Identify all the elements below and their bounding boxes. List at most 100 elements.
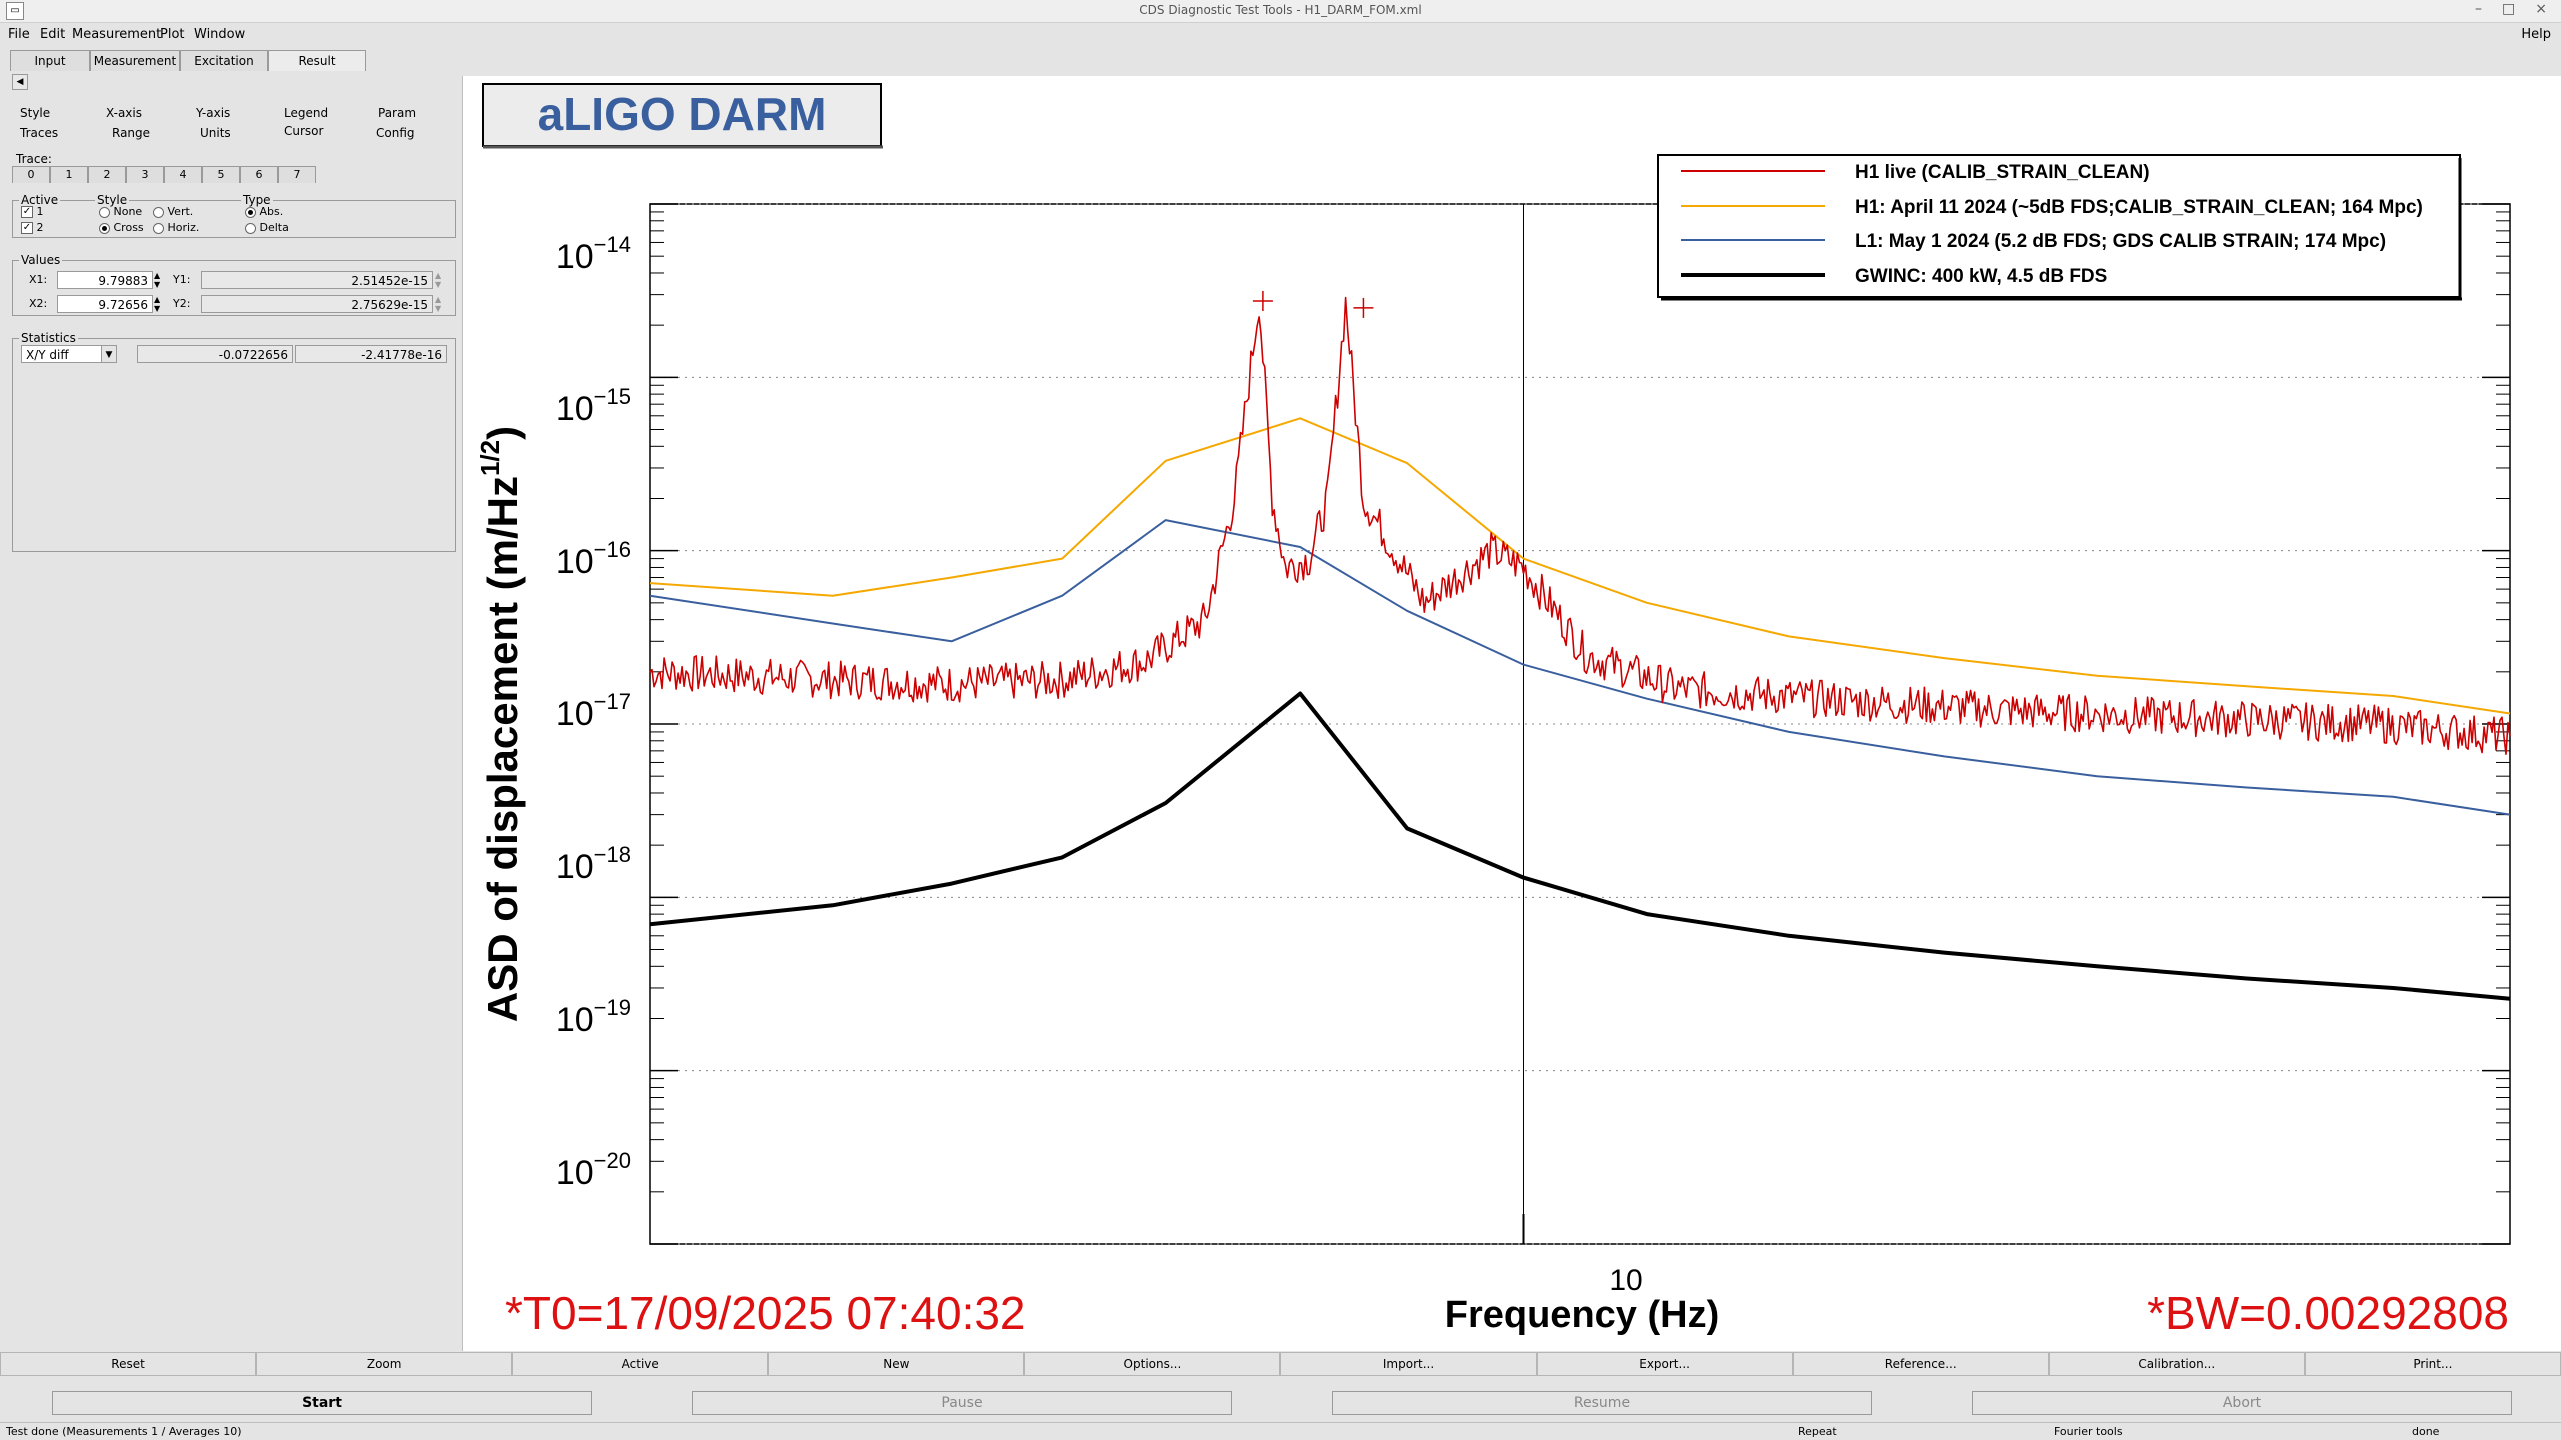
reset-button[interactable]: Reset (0, 1352, 257, 1376)
print-button[interactable]: Print... (2304, 1352, 2561, 1376)
subtab-x-axis[interactable]: X-axis (106, 106, 142, 120)
series-h1-april (649, 417, 2511, 715)
trace-tab-6[interactable]: 6 (240, 166, 278, 183)
x-tick-label-10: 10 (1609, 1264, 1642, 1297)
app-icon: ▭ (6, 2, 24, 20)
tab-input[interactable]: Input (10, 50, 90, 71)
subtab-traces[interactable]: Traces (20, 126, 59, 140)
style-none-radio[interactable]: None (99, 205, 142, 218)
y1-value: 2.51452e-15 (201, 271, 433, 289)
trace-tabs: 0 1 2 3 4 5 6 7 (12, 166, 316, 183)
series-gwinc (649, 691, 2511, 1001)
trace-tab-1[interactable]: 1 (50, 166, 88, 183)
menu-bar: File Edit Measurement Plot Window Help (0, 23, 2561, 45)
y-tick-label-1e-17: 10−17 (556, 689, 631, 733)
menu-window[interactable]: Window (194, 27, 246, 42)
statistics-dx-value: -0.0722656 (137, 345, 293, 363)
run-control-bar: Start Pause Resume Abort (0, 1380, 2561, 1420)
y-tick-label-1e-14: 10−14 (556, 232, 631, 276)
style-none-label: None (113, 205, 143, 218)
trace-label: Trace: (16, 152, 52, 166)
y-tick-label-1e-16: 10−16 (556, 537, 631, 581)
start-button[interactable]: Start (52, 1391, 592, 1415)
tab-result[interactable]: Result (268, 50, 366, 71)
banner-title: aLIGO DARM (538, 88, 827, 140)
active-2-checkbox[interactable]: ✓ 2 (21, 221, 44, 234)
y-axis-title: ASD of displacement (m/Hz1/2) (475, 426, 526, 1022)
trace-tab-5[interactable]: 5 (202, 166, 240, 183)
subtab-units[interactable]: Units (200, 126, 231, 140)
window-title: CDS Diagnostic Test Tools - H1_DARM_FOM.… (1139, 3, 1422, 17)
asd-plot[interactable]: aLIGO DARM 10−14 10−15 10−16 10−17 10−18… (463, 76, 2561, 1351)
menu-plot[interactable]: Plot (160, 27, 185, 42)
style-cross-label: Cross (113, 221, 144, 234)
resume-button[interactable]: Resume (1332, 1391, 1872, 1415)
import-button[interactable]: Import... (1280, 1352, 1537, 1376)
axis-ticks (650, 203, 2510, 1245)
x1-spinner-icon[interactable]: ▲ ▼ (154, 271, 161, 289)
trace-tab-3[interactable]: 3 (126, 166, 164, 183)
tab-measurement[interactable]: Measurement (90, 50, 180, 71)
subtab-y-axis[interactable]: Y-axis (196, 106, 231, 120)
statistics-mode-select[interactable]: X/Y diff ▼ (21, 345, 117, 363)
subtab-cursor[interactable]: Cursor (284, 124, 324, 138)
tab-excitation[interactable]: Excitation (180, 50, 268, 71)
menu-file[interactable]: File (8, 27, 30, 42)
new-button[interactable]: New (768, 1352, 1025, 1376)
maximize-icon[interactable]: □ (2502, 1, 2516, 17)
options-button[interactable]: Options... (1024, 1352, 1281, 1376)
t0-annotation: *T0=17/09/2025 07:40:32 (505, 1287, 1026, 1339)
y2-label: Y2: (173, 297, 191, 310)
menu-measurement[interactable]: Measurement (72, 27, 162, 42)
subtab-config[interactable]: Config (376, 126, 415, 140)
type-abs-radio[interactable]: Abs. (245, 205, 283, 218)
trace-tab-2[interactable]: 2 (88, 166, 126, 183)
checkbox-checked-icon: ✓ (21, 206, 33, 218)
plot-canvas[interactable]: aLIGO DARM 10−14 10−15 10−16 10−17 10−18… (462, 76, 2561, 1351)
reference-button[interactable]: Reference... (1792, 1352, 2049, 1376)
zoom-button[interactable]: Zoom (256, 1352, 513, 1376)
subtab-legend[interactable]: Legend (284, 106, 329, 120)
style-horiz-label: Horiz. (167, 221, 200, 234)
legend-label-l1-may: L1: May 1 2024 (5.2 dB FDS; GDS CALIB ST… (1855, 231, 2386, 252)
active-button[interactable]: Active (512, 1352, 769, 1376)
trace-tab-4[interactable]: 4 (164, 166, 202, 183)
menu-help[interactable]: Help (2521, 27, 2551, 42)
active-1-checkbox[interactable]: ✓ 1 (21, 205, 44, 218)
trace-tab-7[interactable]: 7 (278, 166, 316, 183)
export-button[interactable]: Export... (1536, 1352, 1793, 1376)
subtab-style[interactable]: Style (20, 106, 51, 120)
menu-edit[interactable]: Edit (40, 27, 66, 42)
style-vert-radio[interactable]: Vert. (153, 205, 193, 218)
legend-label-gwinc: GWINC: 400 kW, 4.5 dB FDS (1855, 266, 2107, 287)
radio-icon (99, 206, 110, 218)
cursor-settings-group: Active Style Type ✓ 1 ✓ 2 None Vert. Cro… (12, 193, 456, 238)
chevron-down-icon[interactable]: ▼ (101, 346, 116, 362)
abort-button[interactable]: Abort (1972, 1391, 2512, 1415)
y-tick-label-1e-18: 10−18 (556, 842, 631, 886)
x1-input[interactable]: 9.79883 (57, 271, 153, 289)
y2-spinner-icon: ▲ ▼ (435, 295, 442, 313)
subtab-range[interactable]: Range (112, 126, 151, 140)
legend-label-h1-live: H1 live (CALIB_STRAIN_CLEAN) (1855, 162, 2150, 183)
statistics-label: Statistics (19, 331, 78, 345)
radio-icon (153, 222, 164, 234)
bw-annotation: *BW=0.00292808 (2147, 1287, 2509, 1339)
minimize-icon[interactable]: – (2475, 1, 2483, 17)
style-horiz-radio[interactable]: Horiz. (153, 221, 199, 234)
series-h1-live (649, 296, 2511, 755)
type-delta-radio[interactable]: Delta (245, 221, 289, 234)
status-bar: Test done (Measurements 1 / Averages 10)… (0, 1422, 2561, 1440)
x2-input[interactable]: 9.72656 (57, 295, 153, 313)
cursor-layer (1252, 291, 1374, 318)
trace-tab-0[interactable]: 0 (12, 166, 50, 183)
subtab-param[interactable]: Param (378, 106, 417, 120)
pause-button[interactable]: Pause (692, 1391, 1232, 1415)
y2-value: 2.75629e-15 (201, 295, 433, 313)
collapse-arrow-icon[interactable]: ◀ (12, 74, 28, 90)
close-icon[interactable]: × (2535, 1, 2547, 17)
type-abs-label: Abs. (259, 205, 284, 218)
x2-spinner-icon[interactable]: ▲ ▼ (154, 295, 161, 313)
style-cross-radio[interactable]: Cross (99, 221, 144, 234)
calibration-button[interactable]: Calibration... (2048, 1352, 2305, 1376)
